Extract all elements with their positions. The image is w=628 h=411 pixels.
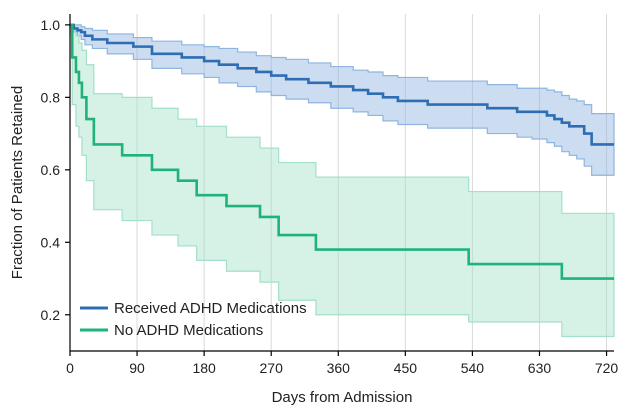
grid-layer	[136, 14, 608, 351]
x-tick-label-0: 0	[66, 360, 74, 376]
y-tick-label-0: 0.2	[41, 307, 61, 323]
x-tick-label-270: 270	[260, 360, 284, 376]
x-tick-label-630: 630	[528, 360, 552, 376]
series-line-no-meds	[70, 23, 614, 280]
x-tick-label-450: 450	[394, 360, 418, 376]
x-tick-label-90: 90	[129, 360, 145, 376]
tick-labels: 0 90 180 270 360 450 540 630 720 0.2 0.4 0.6 0.8 1.0	[41, 17, 619, 376]
y-tick-label-3: 0.8	[41, 89, 61, 105]
y-tick-label-2: 0.6	[41, 162, 61, 178]
y-tick-label-4: 1.0	[41, 17, 61, 33]
y-axis-title: Fraction of Patients Retained	[9, 86, 26, 279]
legend: Received ADHD Medications No ADHD Medica…	[80, 300, 307, 339]
legend-label-no-meds: No ADHD Medications	[114, 322, 263, 339]
x-tick-label-180: 180	[192, 360, 216, 376]
x-axis-title: Days from Admission	[272, 389, 413, 406]
x-tick-label-540: 540	[461, 360, 485, 376]
x-tick-label-720: 720	[595, 360, 619, 376]
axes	[69, 14, 614, 352]
confidence-band-received	[69, 24, 615, 176]
y-tick-label-1: 0.4	[41, 234, 61, 250]
confidence-band-no-meds	[69, 24, 615, 338]
series-lines	[70, 23, 614, 280]
confidence-bands	[69, 24, 615, 338]
x-tick-label-360: 360	[327, 360, 351, 376]
legend-label-received: Received ADHD Medications	[114, 300, 307, 317]
series-line-received	[70, 23, 614, 146]
